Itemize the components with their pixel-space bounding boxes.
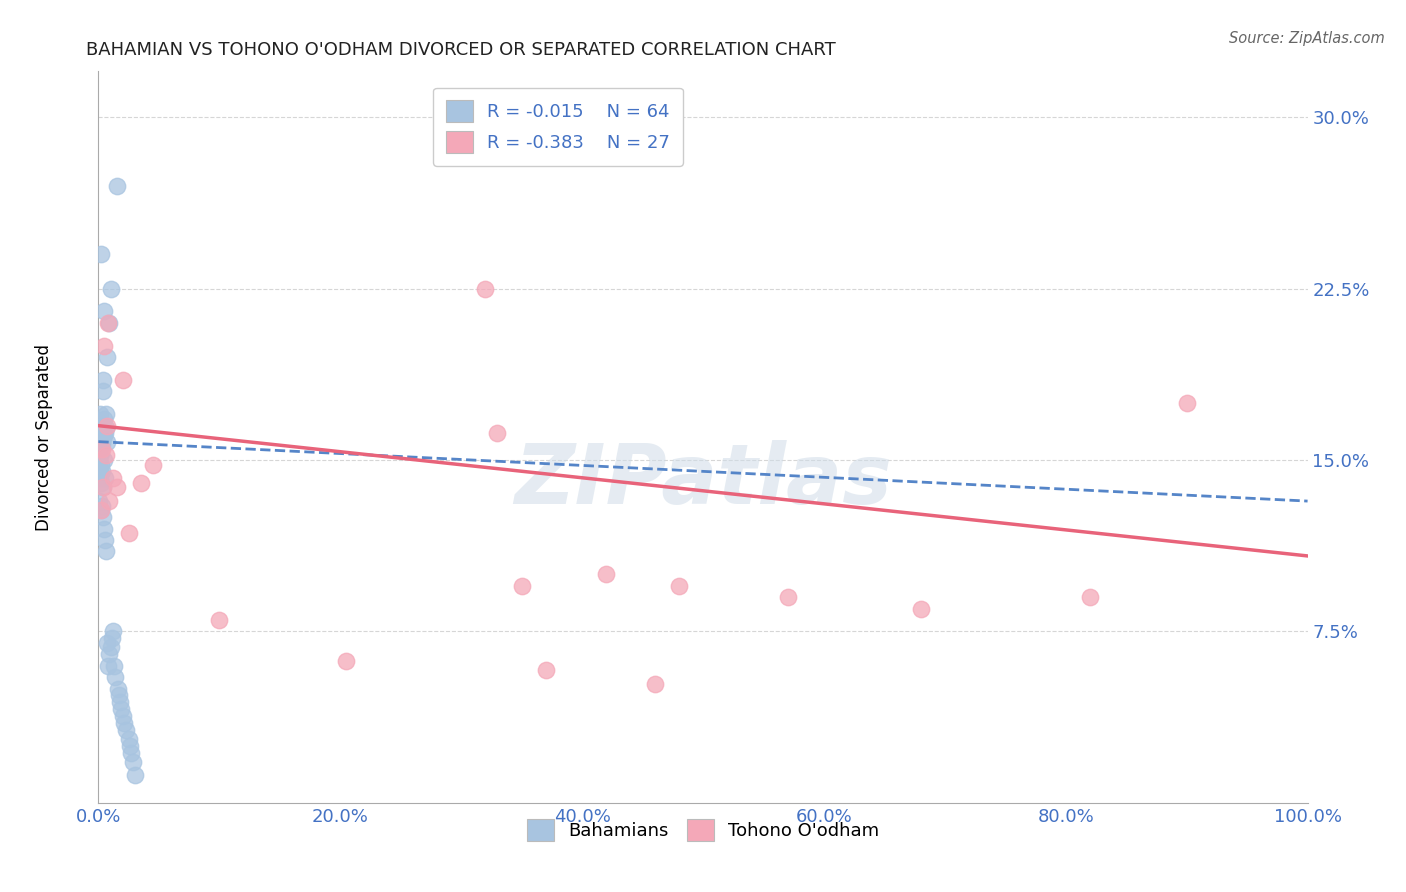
Point [90,499,112,513]
Legend: Bahamians, Tohono O'odham: Bahamians, Tohono O'odham [519,812,887,848]
Point [94,471,117,485]
Point [90,458,112,472]
Point [97,316,120,330]
Point [96,418,118,433]
Point [93,304,115,318]
Point [87,442,110,456]
Point [89,471,111,485]
Point [93,427,115,442]
Point [1078,590,1101,604]
Point [124,768,146,782]
Point [89,464,111,478]
Point [111,709,134,723]
Point [90,247,112,261]
Point [98,647,121,661]
Point [118,731,141,746]
Point [91,433,114,447]
Point [96,350,118,364]
Point [89,439,111,453]
Point [668,579,690,593]
Point [94,425,117,440]
Text: Source: ZipAtlas.com: Source: ZipAtlas.com [1229,31,1385,46]
Point [91,480,114,494]
Point [115,723,138,737]
Point [91,373,114,387]
Point [118,739,141,753]
Point [94,407,117,421]
Point [776,590,799,604]
Point [98,494,121,508]
Point [89,430,111,444]
Point [122,755,145,769]
Point [91,384,114,399]
Point [486,425,509,440]
Text: ZIPatlas: ZIPatlas [515,441,891,522]
Point [108,695,131,709]
Point [108,689,131,703]
Point [90,475,112,490]
Point [91,423,114,437]
Point [97,658,120,673]
Point [91,510,114,524]
Point [208,613,231,627]
Point [91,430,114,444]
Point [120,746,142,760]
Point [90,503,112,517]
Point [100,281,122,295]
Point [101,471,124,485]
Point [100,632,122,646]
Point [89,433,111,447]
Point [93,453,115,467]
Point [89,448,111,462]
Text: Divorced or Separated: Divorced or Separated [35,343,53,531]
Point [96,434,118,449]
Point [510,579,533,593]
Point [94,533,117,547]
Point [105,178,128,193]
Point [98,316,121,330]
Point [103,658,125,673]
Point [112,715,135,730]
Point [335,654,357,668]
Point [118,526,141,541]
Point [1175,396,1198,410]
Point [104,670,127,684]
Point [96,421,118,435]
Point [90,434,112,449]
Point [89,407,111,421]
Point [595,567,617,582]
Point [910,601,932,615]
Point [91,437,114,451]
Point [93,412,115,426]
Point [129,475,152,490]
Point [105,480,128,494]
Point [101,624,124,639]
Point [89,494,111,508]
Point [90,425,112,440]
Point [94,448,117,462]
Point [110,702,132,716]
Point [96,636,118,650]
Point [107,681,129,696]
Point [93,338,115,352]
Point [474,281,496,295]
Point [93,521,115,535]
Text: BAHAMIAN VS TOHONO O'ODHAM DIVORCED OR SEPARATED CORRELATION CHART: BAHAMIAN VS TOHONO O'ODHAM DIVORCED OR S… [86,41,837,59]
Point [90,464,112,478]
Point [534,663,557,677]
Point [90,446,112,460]
Point [91,442,114,456]
Point [91,480,114,494]
Point [111,373,134,387]
Point [100,640,122,655]
Point [90,503,112,517]
Point [91,418,114,433]
Point [96,544,118,558]
Point [89,453,111,467]
Point [644,677,666,691]
Point [142,458,165,472]
